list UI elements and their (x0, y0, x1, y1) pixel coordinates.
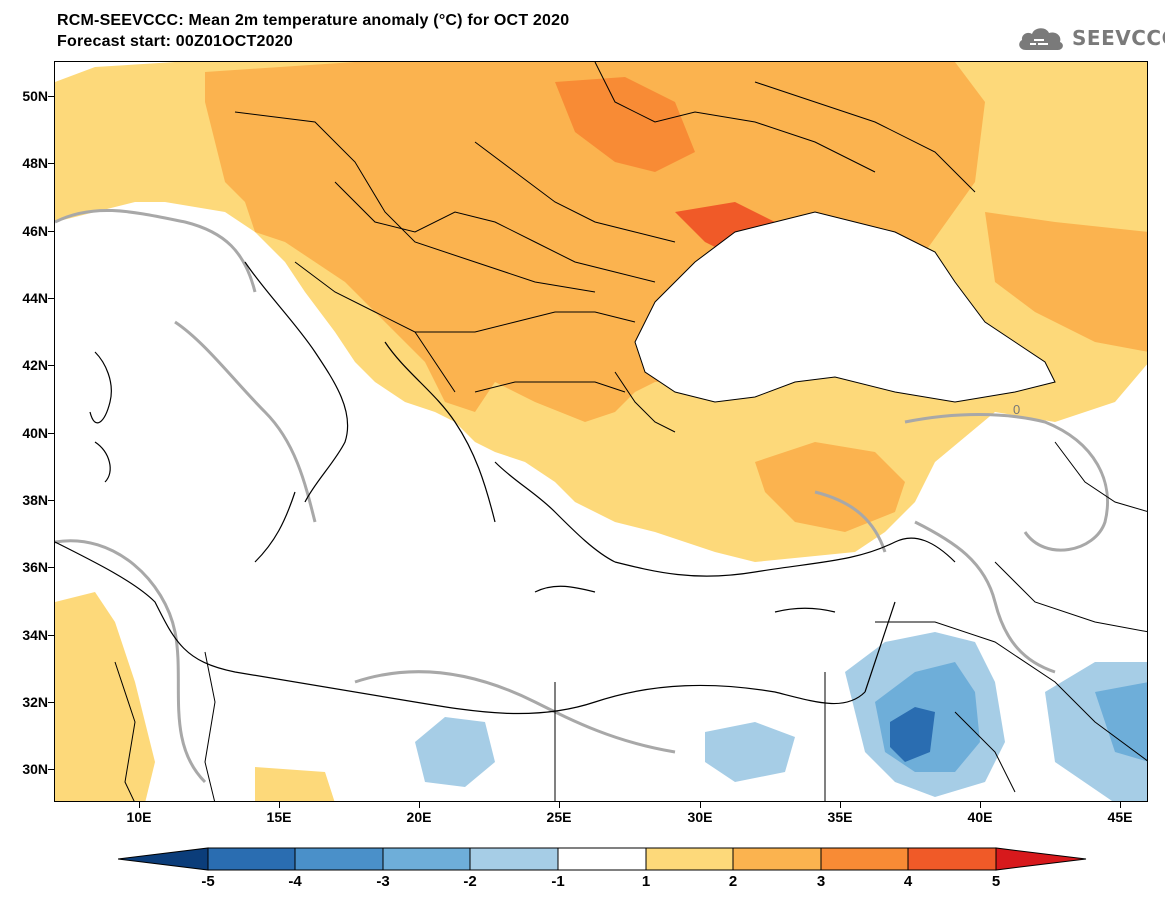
contour-label: 0 (1013, 402, 1020, 417)
colorbar-cell (907, 847, 997, 871)
lat-label: 42N (22, 357, 48, 373)
lon-tick (1120, 802, 1121, 808)
cold-anomaly-region-libya (415, 717, 495, 787)
colorbar-cell (820, 847, 909, 871)
lon-tick (139, 802, 140, 808)
zero-contour-lines (55, 208, 1109, 784)
colorbar-label: -5 (201, 873, 215, 890)
colorbar-cell (207, 847, 296, 871)
lat-tick (48, 433, 54, 434)
lat-tick (48, 635, 54, 636)
lat-label: 40N (22, 425, 48, 441)
coastlines (55, 261, 956, 715)
lat-label: 48N (22, 155, 48, 171)
lon-label: 45E (1107, 809, 1133, 825)
lat-label: 44N (22, 290, 48, 306)
title-block: RCM-SEEVCCC: Mean 2m temperature anomaly… (57, 10, 569, 52)
cloud-icon (1019, 28, 1063, 50)
logo-text: SEEVCCC (1072, 26, 1165, 50)
lon-label: 15E (266, 809, 292, 825)
lon-tick (840, 802, 841, 808)
black-sea (634, 211, 1056, 403)
lat-label: 46N (22, 223, 48, 239)
colorbar-label: 1 (641, 873, 651, 890)
colorbar-label: 4 (903, 873, 913, 890)
lat-label: 36N (22, 559, 48, 575)
map-subtitle: Forecast start: 00Z01OCT2020 (57, 33, 293, 50)
warm-anomaly-region-east (985, 212, 1147, 352)
country-borders (114, 62, 1147, 801)
warm-anomaly-region-anatolia (755, 442, 905, 532)
anomaly-map: 0 (54, 61, 1148, 802)
warm-anomaly-region-tunisia (55, 592, 155, 801)
lat-tick (48, 567, 54, 568)
cold-anomaly-region-iraq-core (1095, 682, 1147, 762)
lon-tick (279, 802, 280, 808)
colorbar-label: 3 (816, 873, 826, 890)
lat-tick (48, 231, 54, 232)
lon-label: 10E (126, 809, 152, 825)
lat-tick (48, 500, 54, 501)
colorbar-cell (294, 847, 384, 871)
colorbar-cell (557, 847, 647, 871)
colorbar-graphic (117, 847, 1087, 871)
colorbar-cell (645, 847, 734, 871)
colorbar-label: -1 (551, 873, 565, 890)
lat-label: 30N (22, 761, 48, 777)
lon-tick (980, 802, 981, 808)
colorbar-label: -2 (463, 873, 477, 890)
lat-tick (48, 96, 54, 97)
lat-label: 34N (22, 627, 48, 643)
colorbar-cell (995, 847, 1087, 871)
colorbar-label: 2 (728, 873, 738, 890)
lon-label: 20E (406, 809, 432, 825)
lat-tick (48, 298, 54, 299)
warm-anomaly-region-libya (255, 767, 335, 801)
seevccc-logo: SEEVCCC (1016, 22, 1165, 54)
lon-label: 35E (827, 809, 853, 825)
lon-tick (419, 802, 420, 808)
colorbar-cell (382, 847, 471, 871)
colorbar-label: -3 (376, 873, 390, 890)
lat-tick (48, 769, 54, 770)
warm-anomaly-region-strong (555, 77, 695, 172)
colorbar-label: 5 (991, 873, 1001, 890)
lat-tick (48, 163, 54, 164)
colorbar-cell (469, 847, 559, 871)
lat-label: 38N (22, 492, 48, 508)
lon-tick (700, 802, 701, 808)
map-title: RCM-SEEVCCC: Mean 2m temperature anomaly… (57, 12, 570, 29)
lat-label: 50N (22, 88, 48, 104)
lat-label: 32N (22, 694, 48, 710)
colorbar (117, 846, 1088, 877)
colorbar-label: -4 (288, 873, 302, 890)
lon-label: 40E (967, 809, 993, 825)
lon-label: 25E (546, 809, 572, 825)
lat-tick (48, 365, 54, 366)
cold-anomaly-region-egypt (705, 722, 795, 782)
lon-label: 30E (687, 809, 713, 825)
lon-tick (559, 802, 560, 808)
colorbar-cell (732, 847, 822, 871)
cold-anomaly-region-levant-center (890, 707, 935, 762)
colorbar-cell (117, 847, 209, 871)
lat-tick (48, 702, 54, 703)
